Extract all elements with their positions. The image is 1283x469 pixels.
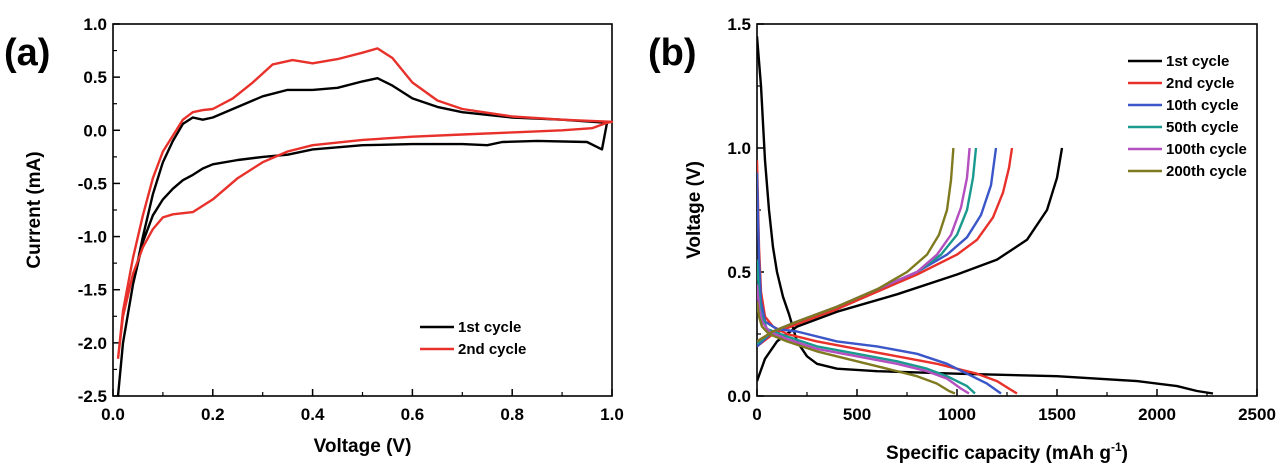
legend-label: 100th cycle (1166, 141, 1247, 158)
series-line-1st-cycle (116, 77, 609, 396)
y-tick-label: 1.5 (727, 15, 751, 34)
x-tick-label: 0.4 (301, 405, 325, 424)
y-tick-label: -1.0 (78, 228, 107, 247)
panel-label: (b) (648, 32, 697, 74)
legend-label: 50th cycle (1166, 119, 1239, 136)
x-axis-title-superscript: -1 (1111, 440, 1122, 454)
x-tick-label: 1500 (1038, 405, 1076, 424)
panel-a-cv-chart: 0.0 0.2 0.4 0.6 0.8 1.0 -2.5 -2.0 -1.5 -1.0 -0.5 0.… (4, 15, 624, 457)
y-tick-label: 1.0 (83, 15, 107, 34)
y-tick-label: 0.5 (727, 263, 751, 282)
legend-label: 1st cycle (458, 319, 521, 336)
panel-b-capacity-chart: 0 500 1000 1500 2000 2500 0.0 0.5 1.0 1.5 (b) Speci… (648, 15, 1276, 464)
y-axis-title: Current (mA) (24, 151, 45, 268)
x-tick-label: 2000 (1138, 405, 1176, 424)
series-line-100th-cycle (757, 147, 971, 395)
y-tick-label: 0.0 (727, 387, 751, 406)
x-tick-label: 500 (843, 405, 871, 424)
x-tick-label: 0.0 (101, 405, 125, 424)
panel-label: (a) (4, 32, 50, 74)
legend-label: 200th cycle (1166, 163, 1247, 180)
x-tick-label: 0.2 (201, 405, 225, 424)
legend-label: 2nd cycle (458, 341, 526, 358)
y-tick-label: -2.0 (78, 334, 107, 353)
legend-label: 2nd cycle (1166, 75, 1234, 92)
y-tick-label: 0.0 (83, 121, 107, 140)
x-tick-label: 0.6 (401, 405, 425, 424)
x-axis-title: Voltage (V) (314, 436, 412, 457)
x-tick-label: 0 (752, 405, 761, 424)
x-axis-title-main: Specific capacity (mAh g (886, 443, 1111, 464)
y-tick-label: 0.5 (83, 68, 107, 87)
series-line-2nd-cycle (757, 147, 1018, 395)
plot-frame (112, 23, 613, 397)
series-line-1st-cycle (757, 36, 1214, 395)
x-tick-label: 1000 (938, 405, 976, 424)
y-tick-label: 1.0 (727, 139, 751, 158)
x-tick-label: 0.8 (500, 405, 524, 424)
y-tick-label: -1.5 (78, 281, 107, 300)
x-axis-title: Specific capacity (mAh g-1) (886, 440, 1128, 464)
legend-label: 1st cycle (1166, 53, 1229, 70)
y-tick-label: -0.5 (78, 174, 107, 193)
x-tick-label: 1.0 (600, 405, 624, 424)
y-axis-title: Voltage (V) (684, 161, 705, 259)
y-tick-label: -2.5 (78, 387, 107, 406)
series-line-2nd-cycle (116, 47, 614, 359)
x-axis-title-end: ) (1122, 443, 1128, 464)
legend-label: 10th cycle (1166, 97, 1239, 114)
x-tick-label: 2500 (1238, 405, 1276, 424)
series-line-200th-cycle (757, 147, 956, 395)
series-line-50th-cycle (757, 147, 978, 395)
